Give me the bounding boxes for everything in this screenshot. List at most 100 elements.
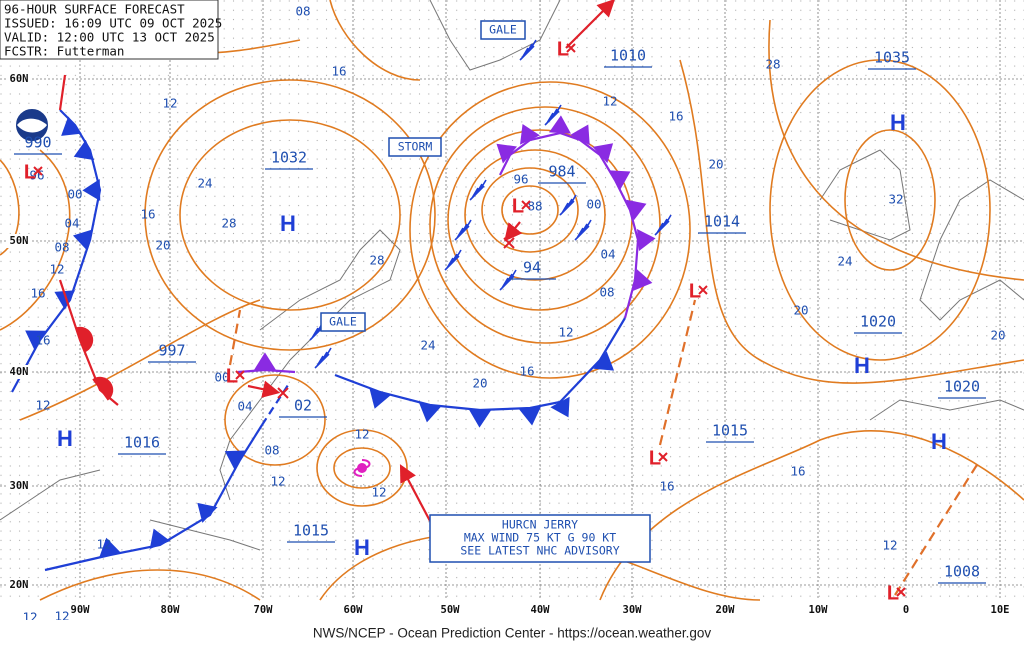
isobar <box>333 447 391 489</box>
wind-barb <box>559 194 577 216</box>
isobar-label: 16 <box>790 464 805 479</box>
coastline <box>0 469 101 521</box>
pressure-label: 1032 <box>271 149 307 167</box>
longitude-label-bg <box>892 603 920 617</box>
isobar-label: 16 <box>35 333 50 348</box>
low-center: L <box>512 195 524 217</box>
isobar <box>769 59 991 361</box>
isobar-label: 08 <box>54 240 69 255</box>
warning-label: STORM <box>398 140 433 154</box>
occluded-front <box>237 352 296 374</box>
longitude-label-bg <box>156 603 184 617</box>
header-line: ISSUED: 16:09 UTC 09 OCT 2025 <box>4 16 222 31</box>
wind-barb <box>454 219 472 241</box>
longitude-label-bg <box>618 603 646 617</box>
isobar <box>429 106 661 344</box>
advisory-line: MAX WIND 75 KT G 90 KT <box>464 531 616 545</box>
longitude-label-bg <box>526 603 554 617</box>
isobar-label: 12 <box>270 474 285 489</box>
longitude-label: 90W <box>71 604 91 616</box>
isobar <box>144 79 436 351</box>
pressure-label: 1015 <box>712 422 748 440</box>
longitude-label: 10W <box>809 604 829 616</box>
isobar-label: 28 <box>765 57 780 72</box>
high-center: H <box>854 353 870 378</box>
latitude-label-bg <box>6 365 32 379</box>
advisory-box <box>429 514 651 563</box>
longitude-label-bg <box>436 603 464 617</box>
pressure-label: 1016 <box>124 434 160 452</box>
hurricane-symbol <box>353 459 371 477</box>
wind-barb <box>469 179 487 201</box>
high-center: H <box>354 535 370 560</box>
pressure-label: 1020 <box>944 378 980 396</box>
warning-label: GALE <box>329 315 357 329</box>
latitude-label-bg <box>6 234 32 248</box>
isobar-label: 12 <box>54 609 69 624</box>
isobar-label: 16 <box>331 64 346 79</box>
longitude-label-bg <box>804 603 832 617</box>
isobar-label: 12 <box>96 537 111 552</box>
low-x-marker <box>896 587 906 597</box>
latitude-label-bg <box>6 479 32 493</box>
occluded-front <box>496 115 656 319</box>
low-center: L <box>649 447 661 469</box>
longitude-label: 80W <box>161 604 181 616</box>
cold-front <box>11 109 102 393</box>
low-x-marker <box>33 166 43 176</box>
warm-front <box>58 74 67 111</box>
low-x-marker <box>658 452 668 462</box>
isobar-label: 88 <box>527 199 542 214</box>
wind-barb <box>519 39 537 61</box>
trough <box>894 459 981 596</box>
motion-arrow <box>565 0 616 49</box>
wind-barb <box>444 249 462 271</box>
pressure-label: 1010 <box>610 47 646 65</box>
coastline <box>869 399 1024 421</box>
isobar-label: 00 <box>214 370 229 385</box>
motion-arrow <box>504 221 523 242</box>
trough <box>658 299 697 446</box>
isobar-label: 32 <box>888 192 903 207</box>
advisory-line: HURCN JERRY <box>502 518 578 532</box>
low-center: L <box>689 280 701 302</box>
high-center: H <box>57 426 73 451</box>
wind-barb <box>574 219 592 241</box>
pressure-label: 1035 <box>874 49 910 67</box>
dot-grid <box>0 0 1024 600</box>
high-center: H <box>931 429 947 454</box>
warning-box <box>388 137 442 157</box>
isobar-label: 12 <box>602 94 617 109</box>
longitude-label-bg <box>711 603 739 617</box>
isobar-label: 28 <box>369 253 384 268</box>
isobar-label: 24 <box>837 254 852 269</box>
noaa-logo <box>17 118 47 133</box>
latitude-label: 40N <box>10 366 29 378</box>
isobar <box>224 374 326 466</box>
header-line: VALID: 12:00 UTC 13 OCT 2025 <box>4 30 215 45</box>
wind-barb <box>544 104 562 126</box>
coastline <box>219 229 401 501</box>
latitude-label: 20N <box>10 579 29 591</box>
latitude-label: 60N <box>10 73 29 85</box>
low-x-marker <box>521 200 531 210</box>
low-x-marker <box>277 237 515 399</box>
longitude-label: 10E <box>991 604 1010 616</box>
isobar-label: 12 <box>354 427 369 442</box>
trough <box>228 309 242 366</box>
isobar-label: 12 <box>371 485 386 500</box>
pressure-label: 997 <box>158 342 185 360</box>
isobar-label: 00 <box>586 197 601 212</box>
wind-barb <box>654 214 672 236</box>
pressure-label: 1020 <box>860 313 896 331</box>
cold-front <box>334 317 626 428</box>
isobar <box>19 299 261 421</box>
header-line: FCSTR: Futterman <box>4 44 124 59</box>
low-x-marker <box>566 43 576 53</box>
pressure-label: 02 <box>294 397 312 415</box>
longitude-label: 70W <box>254 604 274 616</box>
isobar-label: 08 <box>264 443 279 458</box>
isobar-label: 12 <box>882 538 897 553</box>
